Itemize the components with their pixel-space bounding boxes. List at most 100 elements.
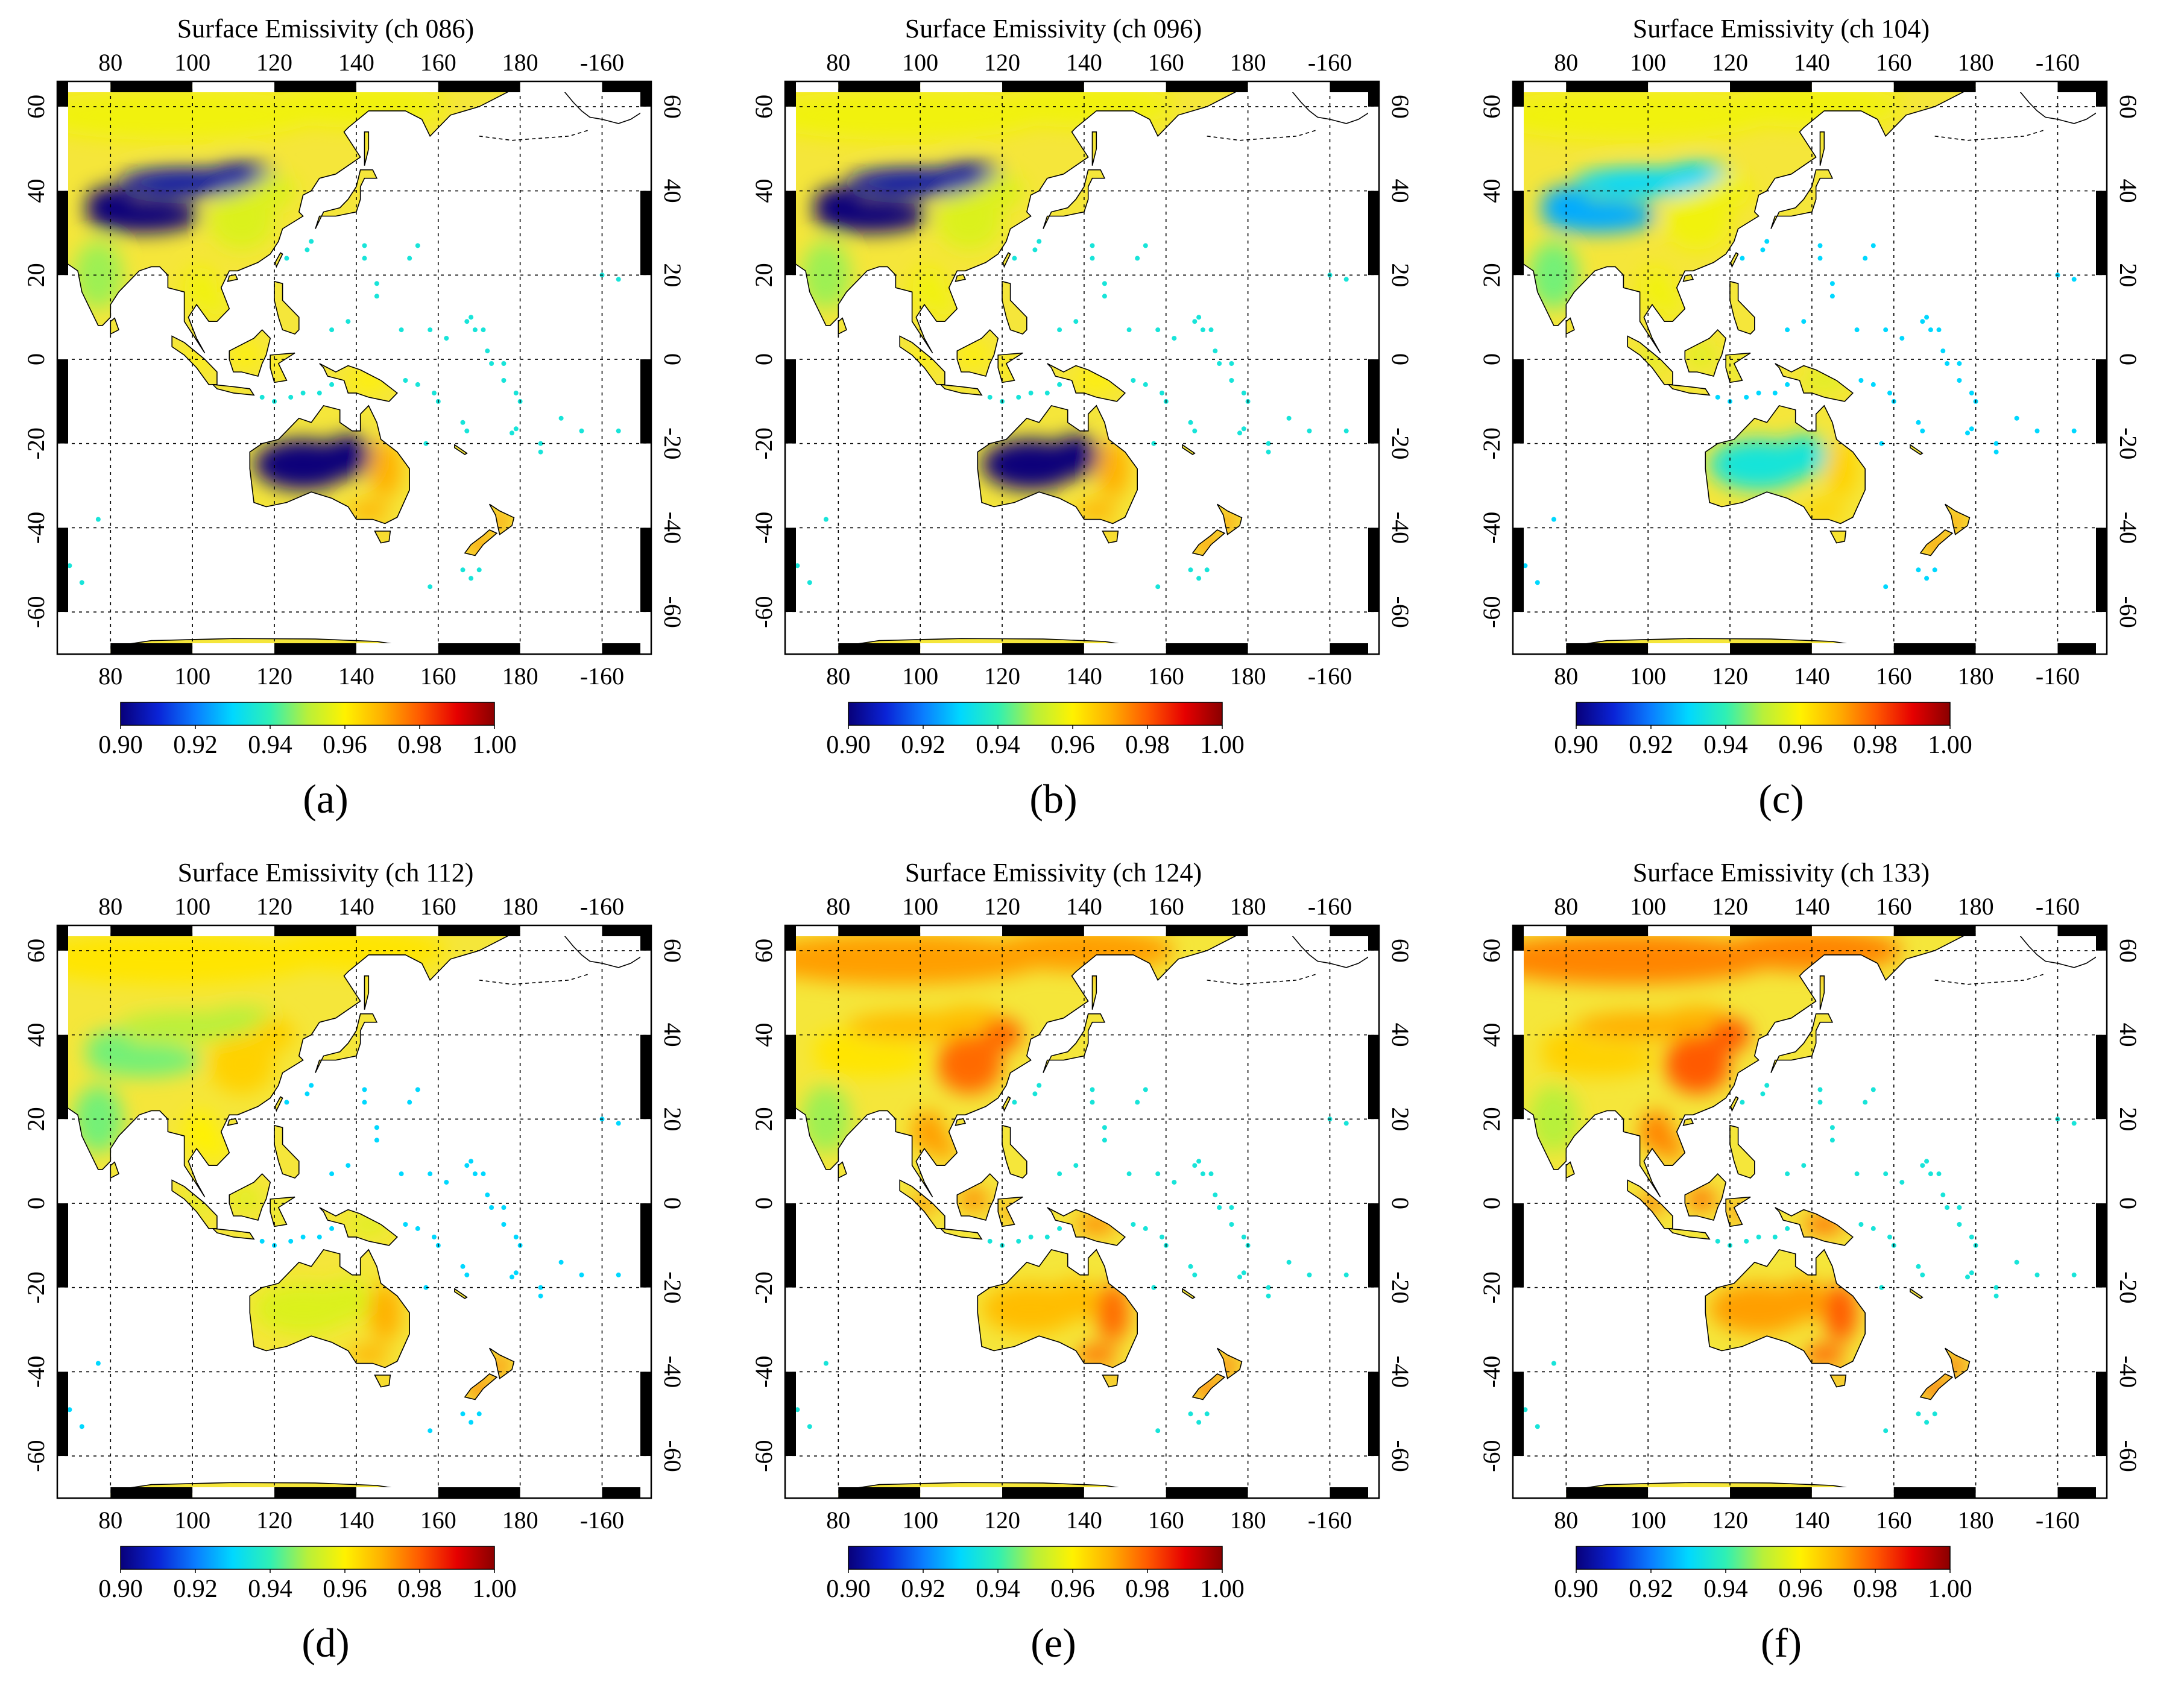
colorbar-tick-label: 0.96 [1050, 731, 1095, 759]
lat-tick-right: 60 [2115, 95, 2142, 119]
lon-tick-bottom: 120 [984, 663, 1020, 690]
region-siberia [785, 90, 1047, 140]
colorbar-tick-label: 0.96 [323, 1575, 367, 1603]
lat-tick-left: -20 [750, 427, 777, 459]
region-australia-coast [1824, 1283, 1857, 1343]
lon-tick-top: 120 [1712, 893, 1748, 920]
lon-tick-top: 80 [98, 893, 122, 920]
lon-tick-top: 140 [338, 893, 374, 920]
coastlines [784, 81, 1375, 655]
lon-tick-bottom: 160 [1148, 1507, 1184, 1534]
lat-tick-right: -20 [659, 427, 686, 459]
colorbar-tick-label: 0.96 [1050, 1575, 1095, 1603]
region-australia-coast [1824, 439, 1857, 499]
region-australia-interior [323, 435, 373, 477]
lon-tick-top: 80 [1554, 893, 1578, 920]
region-siberia [57, 90, 320, 140]
lon-tick-top: 160 [420, 893, 456, 920]
lat-tick-right: 60 [1387, 939, 1414, 963]
region-maritime-continent [959, 1188, 988, 1210]
region-taklimakan-gobi [209, 1006, 275, 1030]
region-southeast-asia [206, 292, 227, 318]
lon-tick-top: 160 [1876, 49, 1912, 76]
lat-tick-right: 60 [659, 939, 686, 963]
lon-tick-top: 160 [1876, 893, 1912, 920]
region-australia-coast [1106, 531, 1120, 541]
colorbar [120, 1546, 495, 1570]
region-maritime-continent [231, 1188, 260, 1210]
colorbar [848, 1546, 1223, 1570]
map-figure: Surface Emissivity (ch 133) 80 80 100 100 120… [1478, 858, 2142, 1666]
lat-tick-right: 60 [659, 95, 686, 119]
panel-d: Surface Emissivity (ch 112) 80 80 100 100 120… [0, 844, 728, 1688]
lon-tick-top: -160 [580, 893, 624, 920]
lat-tick-left: -60 [1478, 596, 1505, 628]
coastlines [1512, 925, 2103, 1499]
lat-tick-right: 20 [2115, 263, 2142, 287]
colorbar [1576, 702, 1951, 726]
colorbar-tick-label: 0.92 [1629, 1575, 1673, 1603]
lon-tick-bottom: 140 [338, 1507, 374, 1534]
lon-tick-bottom: 140 [1066, 663, 1102, 690]
colorbar-tick-label: 0.94 [248, 731, 292, 759]
region-siberia [1513, 934, 1775, 984]
lon-tick-top: 100 [1630, 893, 1666, 920]
colorbar-tick-label: 1.00 [1200, 731, 1245, 759]
panel-title: Surface Emissivity (ch 086) [177, 14, 474, 43]
lat-tick-right: -20 [659, 1271, 686, 1303]
lon-tick-bottom: 120 [256, 1507, 292, 1534]
lat-tick-right: -20 [1387, 1271, 1414, 1303]
graticule [57, 81, 651, 654]
lon-tick-bottom: 180 [1230, 1507, 1266, 1534]
colorbar-tick-label: 1.00 [1200, 1575, 1245, 1603]
lat-tick-left: 20 [750, 263, 777, 287]
lat-tick-right: -40 [2115, 512, 2142, 544]
region-australia-coast [1106, 1375, 1120, 1385]
colorbar-tick-label: 0.90 [1554, 1575, 1599, 1603]
lon-tick-bottom: -160 [1308, 1507, 1352, 1534]
lat-tick-right: 20 [1387, 263, 1414, 287]
lat-tick-right: -60 [1387, 596, 1414, 628]
map-border [784, 80, 1380, 655]
lon-tick-bottom: 100 [174, 1507, 210, 1534]
lon-tick-bottom: 80 [1554, 1507, 1578, 1534]
lat-tick-left: -40 [750, 512, 777, 544]
lat-tick-right: 60 [2115, 939, 2142, 963]
lat-tick-right: 40 [659, 1023, 686, 1047]
lat-tick-right: -40 [1387, 1356, 1414, 1388]
region-siberia [57, 934, 320, 984]
lon-tick-top: 120 [984, 893, 1020, 920]
lat-tick-left: -60 [750, 1440, 777, 1472]
colorbar-tick-label: 1.00 [1928, 1575, 1972, 1603]
region-southeast-asia [1662, 1136, 1683, 1162]
lat-tick-right: 20 [659, 263, 686, 287]
region-taklimakan-gobi [1664, 162, 1730, 186]
region-taklimakan-gobi [1664, 1006, 1730, 1030]
lon-tick-top: 100 [174, 893, 210, 920]
lat-tick-right: -20 [1387, 427, 1414, 459]
colorbar-tick-label: 0.98 [1853, 731, 1898, 759]
region-siberia [785, 934, 1047, 984]
colorbar-tick-label: 0.98 [1125, 731, 1170, 759]
region-australia-interior [1779, 1279, 1829, 1321]
lat-tick-right: -60 [1387, 1440, 1414, 1472]
region-maritime-continent [959, 344, 988, 366]
colorbar-tick-label: 0.98 [1853, 1575, 1898, 1603]
lon-tick-top: 100 [174, 49, 210, 76]
lat-tick-right: 0 [1387, 353, 1414, 365]
colorbar-tick-label: 0.92 [901, 1575, 945, 1603]
region-australia-coast [378, 531, 392, 541]
coastlines [1512, 81, 2103, 655]
region-tibetan-plateau [86, 1030, 136, 1065]
colorbar-tick-label: 0.98 [397, 731, 442, 759]
island-markers [67, 1083, 621, 1434]
colorbar-tick-label: 0.98 [1125, 1575, 1170, 1603]
region-east-china [209, 191, 275, 250]
lat-tick-left: 60 [750, 95, 777, 119]
region-siberia [1513, 90, 1775, 140]
region-australia-coast [1804, 502, 1845, 520]
colorbar-tick-label: 0.92 [1629, 731, 1673, 759]
region-australia-coast [348, 1346, 390, 1364]
lat-tick-left: 0 [22, 1197, 49, 1209]
lon-tick-bottom: 180 [1958, 663, 1994, 690]
